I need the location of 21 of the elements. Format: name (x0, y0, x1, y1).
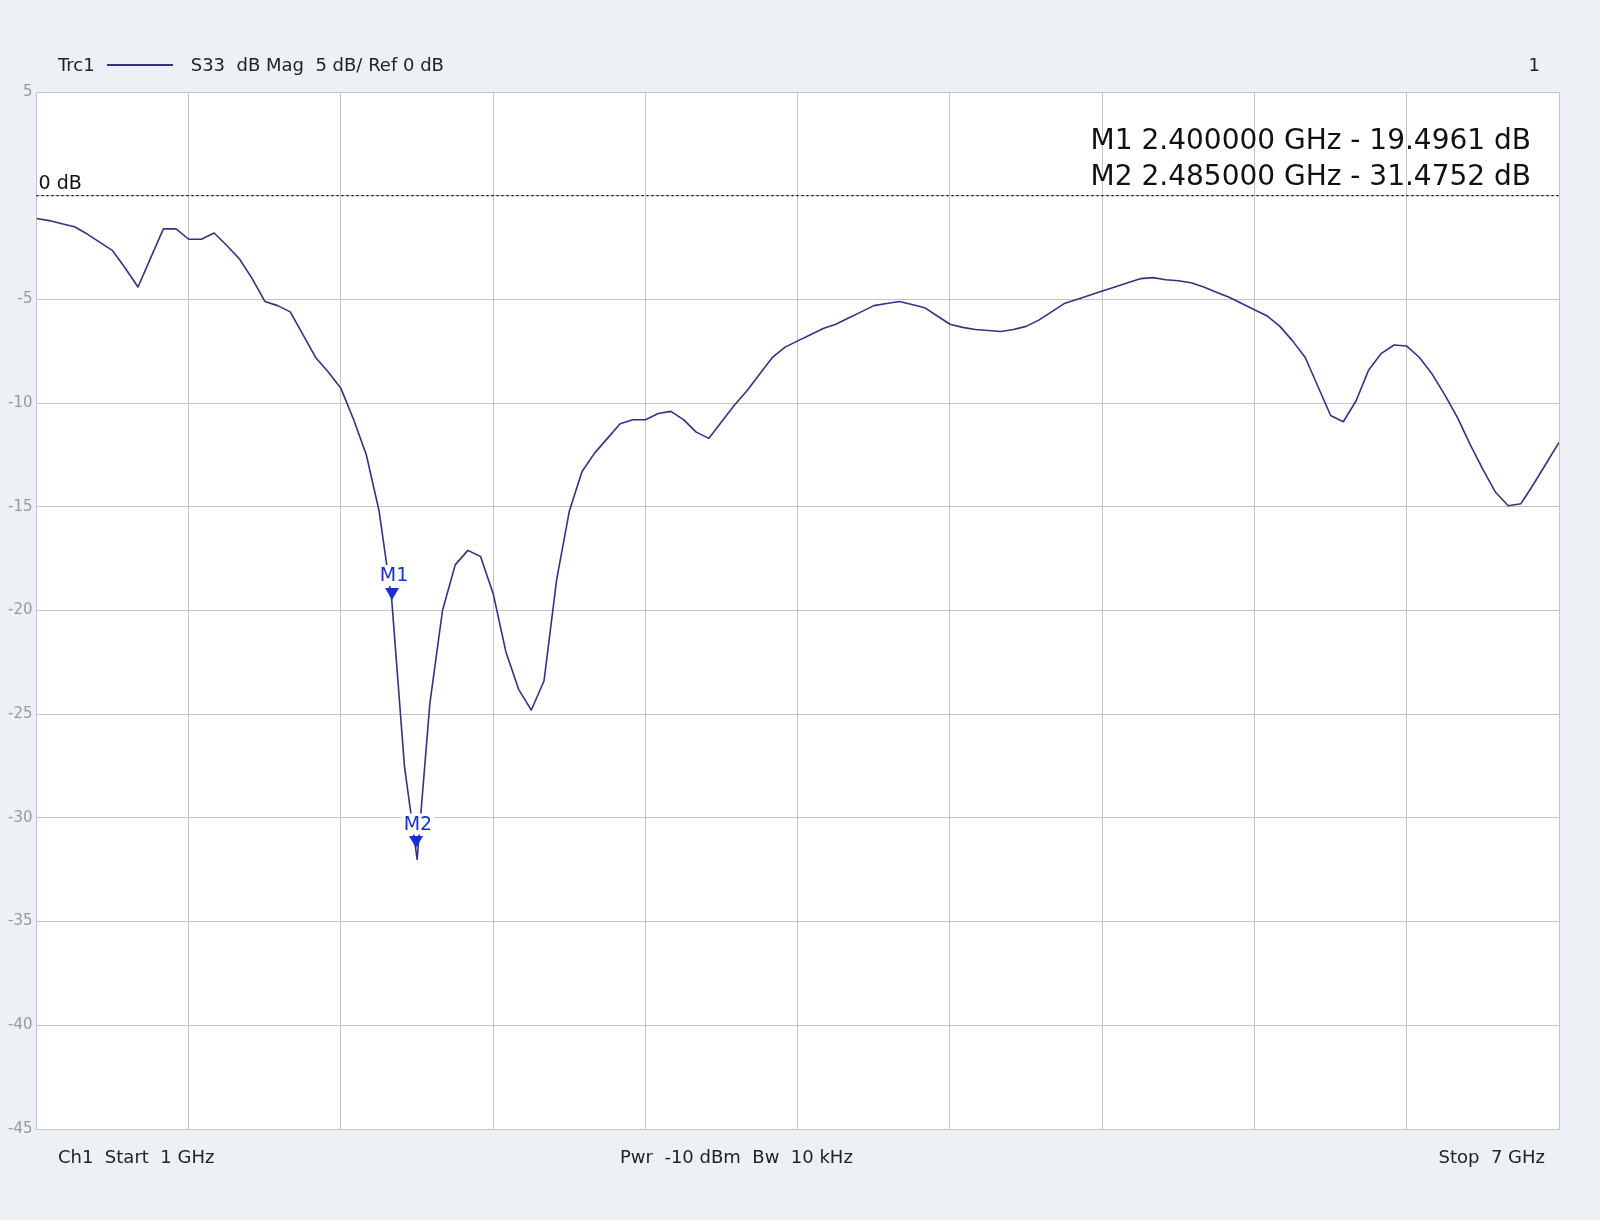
y-tick-label: 5 (22, 81, 33, 100)
annotation: M1 (379, 563, 409, 586)
legend-label: Trc1 (58, 54, 95, 75)
text: S33 dB Mag 5 dB/ Ref 0 dB (190, 54, 444, 75)
ref-line-label: 0 dB (38, 171, 82, 194)
text: Pwr -10 dBm Bw 10 kHz (620, 1146, 853, 1167)
y-tick-label: -25 (8, 704, 33, 723)
y-tick-label: -45 (8, 1118, 33, 1137)
y-tick-label: -20 (8, 600, 33, 619)
annotation: M2 2.485000 GHz - 31.4752 dB (1090, 159, 1531, 193)
text: Ch1 Start 1 GHz (58, 1146, 215, 1167)
y-tick-label: -30 (8, 807, 33, 826)
y-tick-label: -15 (8, 496, 33, 515)
y-tick-label: -5 (17, 289, 33, 308)
annotation: M2 (403, 811, 433, 834)
annotation: M1 2.400000 GHz - 19.4961 dB (1090, 123, 1531, 157)
y-tick-label: -40 (8, 1015, 33, 1034)
y-tick-label: -10 (8, 392, 33, 411)
text: Stop 7 GHz (1438, 1146, 1545, 1167)
text: 1 (1528, 54, 1540, 75)
y-tick-label: -35 (8, 911, 33, 930)
